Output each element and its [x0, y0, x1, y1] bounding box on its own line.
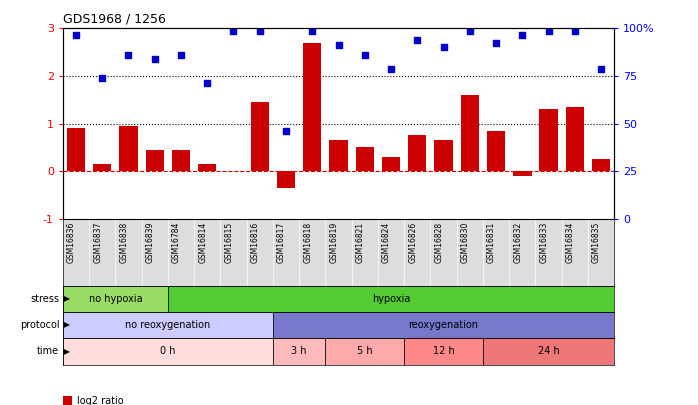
Text: 5 h: 5 h: [357, 346, 373, 356]
Text: no reoxygenation: no reoxygenation: [125, 320, 211, 330]
Text: GSM16837: GSM16837: [94, 222, 102, 263]
Text: GSM16828: GSM16828: [435, 222, 443, 263]
Bar: [168, 286, 614, 312]
Text: GSM16832: GSM16832: [513, 222, 522, 263]
Text: GSM16836: GSM16836: [67, 222, 76, 263]
Text: ▶: ▶: [61, 294, 70, 303]
Point: [96, 75, 107, 81]
Bar: [273, 312, 614, 338]
Text: protocol: protocol: [20, 320, 59, 330]
Bar: [408, 135, 426, 171]
Bar: [119, 126, 138, 171]
Bar: [540, 109, 558, 171]
Text: GSM16830: GSM16830: [461, 222, 470, 263]
Bar: [404, 338, 483, 365]
Point: [254, 28, 265, 34]
Bar: [172, 150, 190, 171]
Point: [517, 32, 528, 39]
Point: [202, 80, 213, 86]
Text: GSM16835: GSM16835: [592, 222, 601, 263]
Point: [281, 128, 292, 134]
Text: reoxygenation: reoxygenation: [408, 320, 479, 330]
Bar: [483, 338, 614, 365]
Bar: [355, 147, 374, 171]
Bar: [487, 131, 505, 171]
Point: [385, 66, 396, 72]
Bar: [251, 102, 269, 171]
Text: GSM16814: GSM16814: [198, 222, 207, 263]
Bar: [198, 164, 216, 171]
Text: GSM16831: GSM16831: [487, 222, 496, 263]
Point: [123, 51, 134, 58]
Point: [464, 28, 475, 34]
Text: ▶: ▶: [61, 320, 70, 330]
Text: 3 h: 3 h: [291, 346, 307, 356]
Text: GDS1968 / 1256: GDS1968 / 1256: [63, 13, 165, 26]
Text: 12 h: 12 h: [433, 346, 454, 356]
Point: [70, 32, 82, 39]
Text: GSM16824: GSM16824: [382, 222, 391, 263]
Text: GSM16818: GSM16818: [303, 222, 312, 263]
Text: GSM16817: GSM16817: [277, 222, 286, 263]
Point: [359, 51, 371, 58]
Point: [570, 28, 581, 34]
Bar: [513, 171, 531, 176]
Bar: [63, 338, 273, 365]
Text: 24 h: 24 h: [537, 346, 560, 356]
Text: GSM16821: GSM16821: [356, 222, 365, 263]
Bar: [145, 150, 164, 171]
Text: GSM16819: GSM16819: [329, 222, 339, 263]
Bar: [303, 43, 322, 171]
Point: [491, 39, 502, 46]
Bar: [565, 107, 584, 171]
Point: [175, 51, 186, 58]
Point: [595, 66, 607, 72]
Point: [149, 56, 161, 62]
Text: GSM16815: GSM16815: [225, 222, 234, 263]
Bar: [325, 338, 404, 365]
Text: GSM16834: GSM16834: [566, 222, 575, 263]
Text: GSM16839: GSM16839: [146, 222, 155, 263]
Text: ▶: ▶: [61, 347, 70, 356]
Bar: [273, 338, 325, 365]
Text: GSM16784: GSM16784: [172, 222, 181, 263]
Text: log2 ratio: log2 ratio: [77, 396, 124, 405]
Point: [412, 37, 423, 43]
Bar: [382, 157, 400, 171]
Bar: [329, 140, 348, 171]
Bar: [461, 95, 479, 171]
Bar: [63, 286, 168, 312]
Bar: [592, 159, 610, 171]
Text: hypoxia: hypoxia: [372, 294, 410, 304]
Bar: [434, 140, 453, 171]
Text: GSM16826: GSM16826: [408, 222, 417, 263]
Text: GSM16833: GSM16833: [540, 222, 549, 263]
Text: time: time: [37, 346, 59, 356]
Text: stress: stress: [30, 294, 59, 304]
Text: no hypoxia: no hypoxia: [89, 294, 142, 304]
Point: [228, 28, 239, 34]
Text: 0 h: 0 h: [160, 346, 176, 356]
Bar: [63, 312, 273, 338]
Point: [306, 28, 318, 34]
Point: [543, 28, 554, 34]
Bar: [277, 171, 295, 188]
Text: GSM16838: GSM16838: [119, 222, 128, 263]
Bar: [67, 128, 85, 171]
Bar: [93, 164, 112, 171]
Point: [333, 42, 344, 48]
Text: GSM16816: GSM16816: [251, 222, 260, 263]
Point: [438, 44, 449, 51]
